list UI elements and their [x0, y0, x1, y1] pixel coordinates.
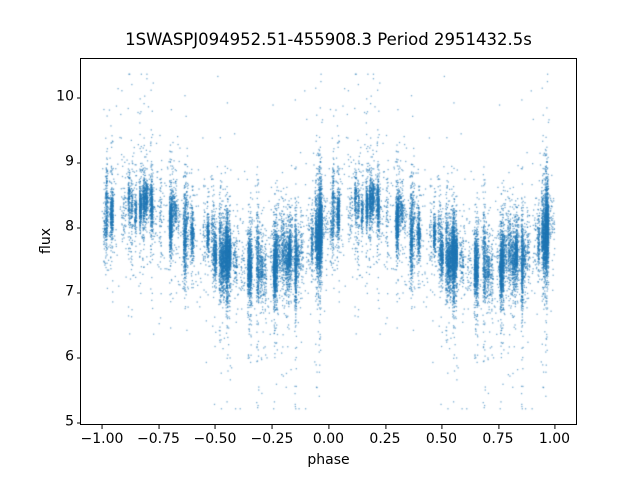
y-tick-label: 7: [65, 283, 81, 300]
y-tick-label: 10: [56, 88, 81, 105]
x-tick-label: −0.25: [250, 425, 294, 447]
x-tick-label: 0.25: [369, 425, 401, 447]
x-tick-label: 0.00: [312, 425, 345, 447]
chart-title: 1SWASPJ094952.51-455908.3 Period 2951432…: [125, 30, 532, 49]
x-tick-label: −1.00: [80, 425, 124, 447]
x-axis-label: phase: [307, 452, 350, 468]
x-tick-label: −0.50: [193, 425, 237, 447]
y-tick-label: 5: [65, 413, 81, 430]
y-tick-label: 9: [65, 153, 81, 170]
scatter-points-canvas: [80, 58, 577, 425]
x-tick-label: −0.75: [137, 425, 180, 447]
x-tick-label: 1.00: [538, 425, 571, 447]
x-tick-label: 0.75: [482, 425, 514, 447]
x-tick-label: 0.50: [425, 425, 458, 447]
y-tick-label: 6: [65, 348, 81, 365]
y-axis-label: flux: [38, 228, 54, 254]
y-tick-label: 8: [65, 218, 81, 235]
